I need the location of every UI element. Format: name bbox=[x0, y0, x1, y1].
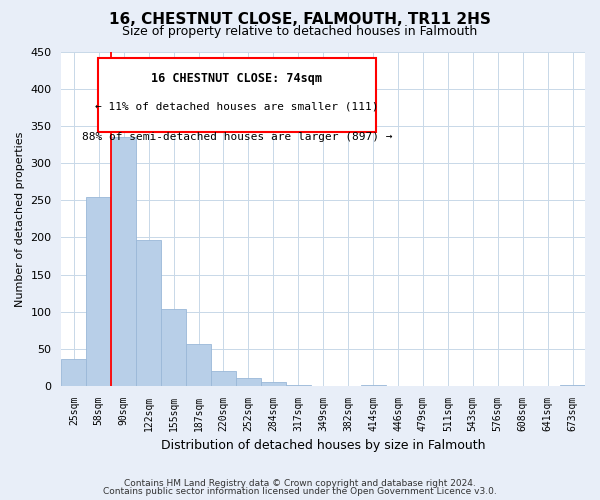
Text: 16 CHESTNUT CLOSE: 74sqm: 16 CHESTNUT CLOSE: 74sqm bbox=[151, 72, 322, 85]
Bar bbox=[560, 384, 585, 386]
Bar bbox=[61, 360, 86, 386]
Text: 88% of semi-detached houses are larger (897) →: 88% of semi-detached houses are larger (… bbox=[82, 132, 392, 142]
Bar bbox=[111, 137, 136, 386]
Text: 16, CHESTNUT CLOSE, FALMOUTH, TR11 2HS: 16, CHESTNUT CLOSE, FALMOUTH, TR11 2HS bbox=[109, 12, 491, 28]
Text: Size of property relative to detached houses in Falmouth: Size of property relative to detached ho… bbox=[122, 25, 478, 38]
Text: ← 11% of detached houses are smaller (111): ← 11% of detached houses are smaller (11… bbox=[95, 102, 379, 112]
Bar bbox=[161, 309, 186, 386]
Bar bbox=[211, 372, 236, 386]
Bar bbox=[136, 240, 161, 386]
Text: Contains public sector information licensed under the Open Government Licence v3: Contains public sector information licen… bbox=[103, 488, 497, 496]
X-axis label: Distribution of detached houses by size in Falmouth: Distribution of detached houses by size … bbox=[161, 440, 485, 452]
Bar bbox=[236, 378, 261, 386]
Y-axis label: Number of detached properties: Number of detached properties bbox=[15, 131, 25, 306]
Bar bbox=[261, 382, 286, 386]
Bar bbox=[186, 344, 211, 386]
Bar bbox=[86, 196, 111, 386]
Text: Contains HM Land Registry data © Crown copyright and database right 2024.: Contains HM Land Registry data © Crown c… bbox=[124, 478, 476, 488]
FancyBboxPatch shape bbox=[98, 58, 376, 132]
